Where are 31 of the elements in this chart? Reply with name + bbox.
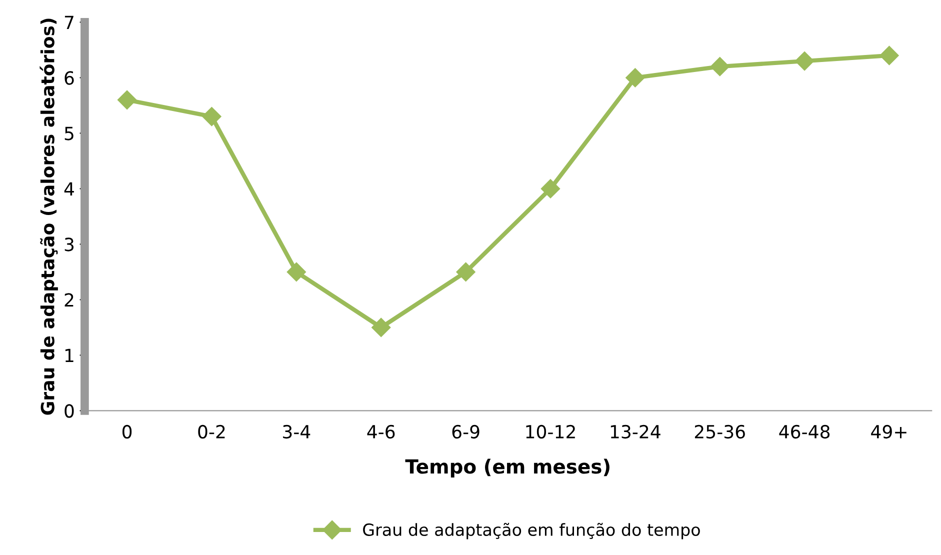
- y-tick-label: 3: [64, 238, 74, 252]
- point: [710, 57, 730, 76]
- point: [626, 68, 645, 88]
- point: [540, 179, 560, 198]
- x-tick-label: 3-4: [283, 424, 310, 439]
- point: [118, 90, 137, 110]
- y-tick-label: 1: [65, 348, 74, 362]
- x-tick-label: 49+: [871, 424, 906, 439]
- x-axis-title: Tempo (em meses): [405, 458, 610, 478]
- x-tick-label: 4-6: [367, 424, 395, 439]
- y-tick-label: 0: [64, 404, 74, 418]
- x-tick-label: 13-24: [610, 424, 660, 439]
- y-axis-title: Grau de adaptação (valores aleatórios): [40, 18, 58, 415]
- point: [372, 318, 391, 337]
- x-tick-label: 0: [122, 424, 132, 439]
- y-tick-label: 4: [64, 182, 74, 196]
- x-tick-label: 6-9: [452, 424, 480, 439]
- x-tick-label: 25-36: [694, 424, 745, 439]
- y-tick-label: 5: [64, 126, 74, 140]
- x-tick-label: 10-12: [526, 424, 575, 439]
- point: [456, 262, 476, 282]
- x-tick-label: 0-2: [198, 424, 225, 439]
- x-tick-label: 46-48: [779, 424, 830, 439]
- point: [286, 262, 306, 282]
- y-tick-label: 2: [64, 293, 74, 307]
- y-tick-label: 6: [64, 71, 74, 85]
- y-tick-label: 7: [64, 16, 74, 30]
- point: [795, 52, 814, 71]
- point: [880, 46, 899, 66]
- legend-label: Grau de adaptação em função do tempo: [363, 522, 700, 540]
- point: [202, 107, 222, 126]
